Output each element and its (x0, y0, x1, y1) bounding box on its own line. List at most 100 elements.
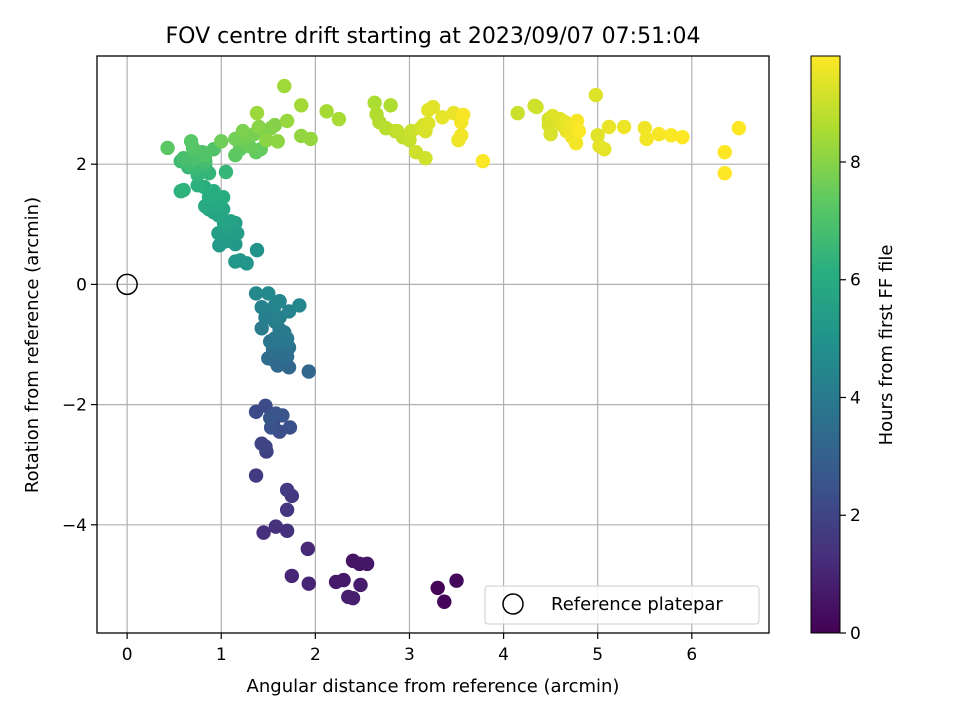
y-tick-label: 0 (76, 275, 87, 295)
colorbar: 0 2 4 6 8 Hours from first FF file (810, 55, 897, 644)
legend: Reference platepar (484, 585, 760, 625)
data-point (160, 140, 175, 156)
y-axis-label: Rotation from reference (arcmin) (22, 197, 43, 493)
data-point (717, 144, 732, 160)
data-point (294, 98, 309, 113)
data-point (259, 132, 274, 148)
x-axis-ticks: 0 1 2 3 4 5 6 (122, 633, 697, 665)
y-tick-label: 2 (76, 155, 87, 175)
data-point (249, 242, 265, 258)
data-point (284, 568, 300, 584)
data-point (675, 129, 690, 145)
data-point (383, 98, 398, 113)
y-tick-label: −2 (62, 396, 87, 416)
legend-marker-icon (502, 593, 524, 615)
data-point (248, 286, 264, 301)
data-point (353, 577, 368, 593)
data-point (262, 410, 278, 426)
data-point (637, 120, 652, 136)
data-point (279, 113, 295, 129)
data-point (183, 134, 199, 149)
data-point (588, 87, 604, 103)
data-point (331, 111, 347, 127)
data-point (218, 164, 234, 180)
reference-marker-group (116, 273, 138, 296)
x-tick-label: 5 (592, 645, 603, 665)
data-point (568, 135, 584, 151)
data-point (571, 123, 587, 139)
data-point (235, 123, 251, 139)
data-point (275, 408, 290, 423)
data-point (421, 116, 436, 131)
x-tick-label: 1 (216, 645, 227, 665)
data-point (454, 128, 469, 143)
colorbar-tick-label: 6 (850, 271, 861, 291)
legend-box (484, 585, 760, 625)
data-point (328, 574, 344, 590)
data-point (267, 117, 283, 133)
data-point (261, 286, 276, 301)
data-point (232, 253, 248, 268)
colorbar-gradient (810, 55, 841, 634)
data-point (256, 525, 271, 540)
x-axis-label: Angular distance from reference (arcmin) (247, 676, 620, 697)
data-point (455, 107, 471, 123)
legend-label: Reference platepar (551, 594, 723, 615)
data-point (251, 119, 267, 135)
x-tick-label: 4 (498, 645, 509, 665)
data-point (249, 105, 265, 121)
data-point (663, 128, 679, 143)
data-point (449, 573, 464, 588)
data-point (639, 131, 654, 147)
data-point (272, 294, 287, 309)
data-point (176, 182, 191, 198)
data-point (651, 126, 667, 142)
data-point (601, 119, 617, 135)
data-point (590, 128, 605, 143)
colorbar-tick-label: 8 (850, 153, 861, 173)
data-point (597, 141, 612, 157)
data-point (176, 150, 191, 166)
data-point (510, 105, 525, 121)
x-tick-label: 2 (310, 645, 321, 665)
data-point (430, 580, 445, 596)
data-point (300, 541, 316, 557)
data-point (616, 119, 632, 135)
data-point (270, 134, 285, 149)
data-points (160, 78, 747, 609)
data-point (301, 364, 316, 379)
data-point (254, 300, 269, 315)
data-point (282, 420, 298, 435)
data-point (359, 556, 375, 572)
data-point (279, 502, 295, 517)
data-point (425, 99, 441, 115)
data-point (277, 78, 292, 94)
data-point (277, 325, 292, 340)
colorbar-ticks: 0 2 4 6 8 (840, 153, 861, 644)
data-point (292, 298, 307, 313)
colorbar-tick-label: 4 (850, 388, 861, 408)
data-point (319, 104, 334, 119)
data-point (268, 519, 284, 534)
data-point (367, 95, 382, 111)
data-point (198, 147, 213, 163)
reference-platepar-marker (116, 273, 138, 296)
data-point (279, 482, 295, 498)
data-point (529, 99, 544, 115)
data-point (279, 523, 295, 539)
colorbar-tick-label: 0 (850, 624, 861, 644)
chart-title: FOV centre drift starting at 2023/09/07 … (166, 24, 701, 49)
data-point (248, 468, 264, 483)
y-axis-ticks: −4 −2 0 2 (62, 155, 97, 536)
plot-frame (96, 55, 770, 634)
data-point (258, 398, 273, 414)
data-point (190, 178, 205, 193)
data-point (258, 439, 273, 454)
data-point (390, 123, 405, 139)
data-point (418, 150, 433, 166)
data-point (301, 576, 316, 591)
data-point (303, 131, 318, 147)
colorbar-tick-label: 2 (850, 506, 861, 526)
data-point (345, 590, 361, 606)
